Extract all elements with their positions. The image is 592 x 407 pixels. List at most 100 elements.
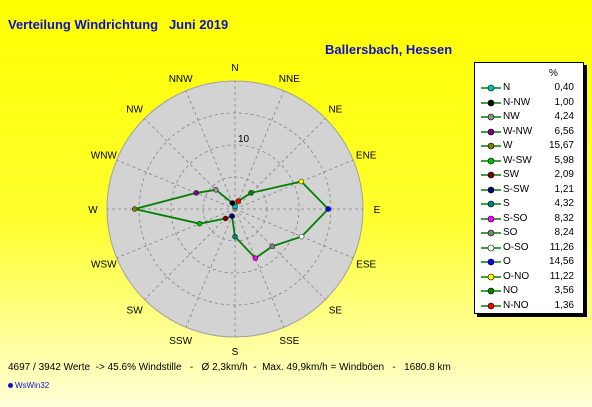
data-point xyxy=(298,233,305,240)
legend-item: SO 8,24 xyxy=(475,226,583,241)
direction-label: SE xyxy=(329,305,343,316)
legend-item: S-SO 8,32 xyxy=(475,212,583,227)
legend-marker-icon xyxy=(481,302,501,309)
data-point xyxy=(229,213,235,219)
legend-marker-icon xyxy=(481,113,501,121)
legend-value: 4,32 xyxy=(554,198,574,209)
data-point xyxy=(131,206,138,212)
legend-name: NW xyxy=(503,111,520,122)
legend-value: 8,24 xyxy=(554,227,574,238)
direction-label: W xyxy=(88,205,98,216)
legend-item: W-NW 6,56 xyxy=(475,125,583,140)
chart-title: Verteilung Windrichtung Juni 2019 xyxy=(8,17,229,32)
legend-marker-icon xyxy=(481,273,501,280)
legend-value: 11,26 xyxy=(549,241,574,253)
data-point xyxy=(248,190,254,196)
legend-value: 11,22 xyxy=(549,270,574,282)
legend-name: O xyxy=(503,256,511,267)
legend-marker-icon xyxy=(481,142,501,150)
legend-marker-icon xyxy=(481,215,501,222)
legend-marker-icon xyxy=(481,99,501,106)
direction-label: N xyxy=(231,63,238,74)
legend-value: 3,56 xyxy=(554,285,574,296)
brand-credit: WsWin32 xyxy=(8,381,49,390)
grid-ring xyxy=(170,144,300,274)
data-point xyxy=(325,206,331,212)
legend-item: N-NO 1,36 xyxy=(475,299,583,314)
legend-unit: % xyxy=(549,68,558,79)
legend-marker-icon xyxy=(481,157,501,164)
legend-name: N-NO xyxy=(503,299,529,311)
legend-name: N-NW xyxy=(503,96,531,108)
direction-label: E xyxy=(374,205,381,216)
legend-name: W-NW xyxy=(503,125,533,137)
direction-label: NNE xyxy=(279,74,300,85)
legend-marker-icon xyxy=(481,128,501,135)
direction-label: ESE xyxy=(356,259,376,270)
legend-marker-icon xyxy=(481,171,501,179)
legend-marker-icon xyxy=(481,287,501,295)
data-point xyxy=(232,233,238,240)
footer-stats: 4697 / 3942 Werte -> 45.6% Windstille - … xyxy=(8,362,451,373)
legend-marker-icon xyxy=(481,200,501,208)
legend-value: 5,98 xyxy=(554,154,574,166)
legend-marker-icon xyxy=(481,186,501,193)
legend-marker-icon xyxy=(481,244,501,251)
ring-label: 10 xyxy=(238,134,250,145)
legend-name: SO xyxy=(503,227,518,238)
legend-value: 6,56 xyxy=(554,125,574,137)
data-point xyxy=(213,187,219,193)
direction-label: SSE xyxy=(279,336,299,347)
legend-item: SW 2,09 xyxy=(475,168,583,183)
legend-name: S-SW xyxy=(503,183,530,195)
legend-name: S xyxy=(503,198,510,209)
legend-name: S-SO xyxy=(503,212,528,224)
data-point xyxy=(222,215,229,222)
legend-name: W xyxy=(503,140,513,151)
direction-label: WNW xyxy=(91,151,118,162)
legend-item: S-SW 1,21 xyxy=(475,183,583,198)
legend-item: N-NW 1,00 xyxy=(475,96,583,111)
direction-label: NW xyxy=(126,105,143,116)
legend-value: 4,24 xyxy=(554,111,574,122)
direction-label: NNW xyxy=(169,74,193,85)
direction-label: WSW xyxy=(91,259,117,270)
legend-item: O 14,56 xyxy=(475,255,583,270)
legend-item: N 0,40 xyxy=(475,81,583,96)
brand-name: WsWin32 xyxy=(15,381,50,390)
location-label: Ballersbach, Hessen xyxy=(325,42,453,57)
legend-value: 1,00 xyxy=(554,96,574,108)
data-point xyxy=(252,255,259,261)
legend-marker-icon xyxy=(481,258,501,266)
legend-value: 0,40 xyxy=(554,82,574,93)
legend-item: S 4,32 xyxy=(475,197,583,212)
legend-value: 14,56 xyxy=(548,256,574,267)
data-point xyxy=(235,198,242,204)
data-point xyxy=(193,190,199,196)
legend-item: NO 3,56 xyxy=(475,284,583,299)
data-point xyxy=(298,178,305,185)
legend-value: 1,21 xyxy=(554,183,574,195)
legend-item: NW 4,24 xyxy=(475,110,583,125)
legend-name: N xyxy=(503,82,511,93)
legend-value: 15,67 xyxy=(548,140,574,151)
direction-label: SSW xyxy=(169,336,192,347)
direction-label: ENE xyxy=(356,151,377,162)
data-point xyxy=(196,220,203,227)
legend-item: O-NO 11,22 xyxy=(475,270,583,285)
legend-name: W-SW xyxy=(503,154,532,166)
data-point xyxy=(269,243,276,250)
data-point xyxy=(229,200,236,206)
legend-value: 2,09 xyxy=(554,169,574,180)
direction-label: S xyxy=(232,347,239,358)
legend-item: O-SO 11,26 xyxy=(475,241,583,256)
legend: % N 0,40 N-NW 1,00 NW 4,24 W-NW 6,56 W 15,67 W-SW 5… xyxy=(474,62,584,314)
legend-value: 8,32 xyxy=(554,212,574,224)
legend-marker-icon xyxy=(481,229,501,237)
legend-name: NO xyxy=(503,285,518,296)
direction-label: NE xyxy=(328,105,342,116)
legend-value: 1,36 xyxy=(554,299,574,311)
legend-item: W-SW 5,98 xyxy=(475,154,583,169)
legend-marker-icon xyxy=(481,84,501,92)
